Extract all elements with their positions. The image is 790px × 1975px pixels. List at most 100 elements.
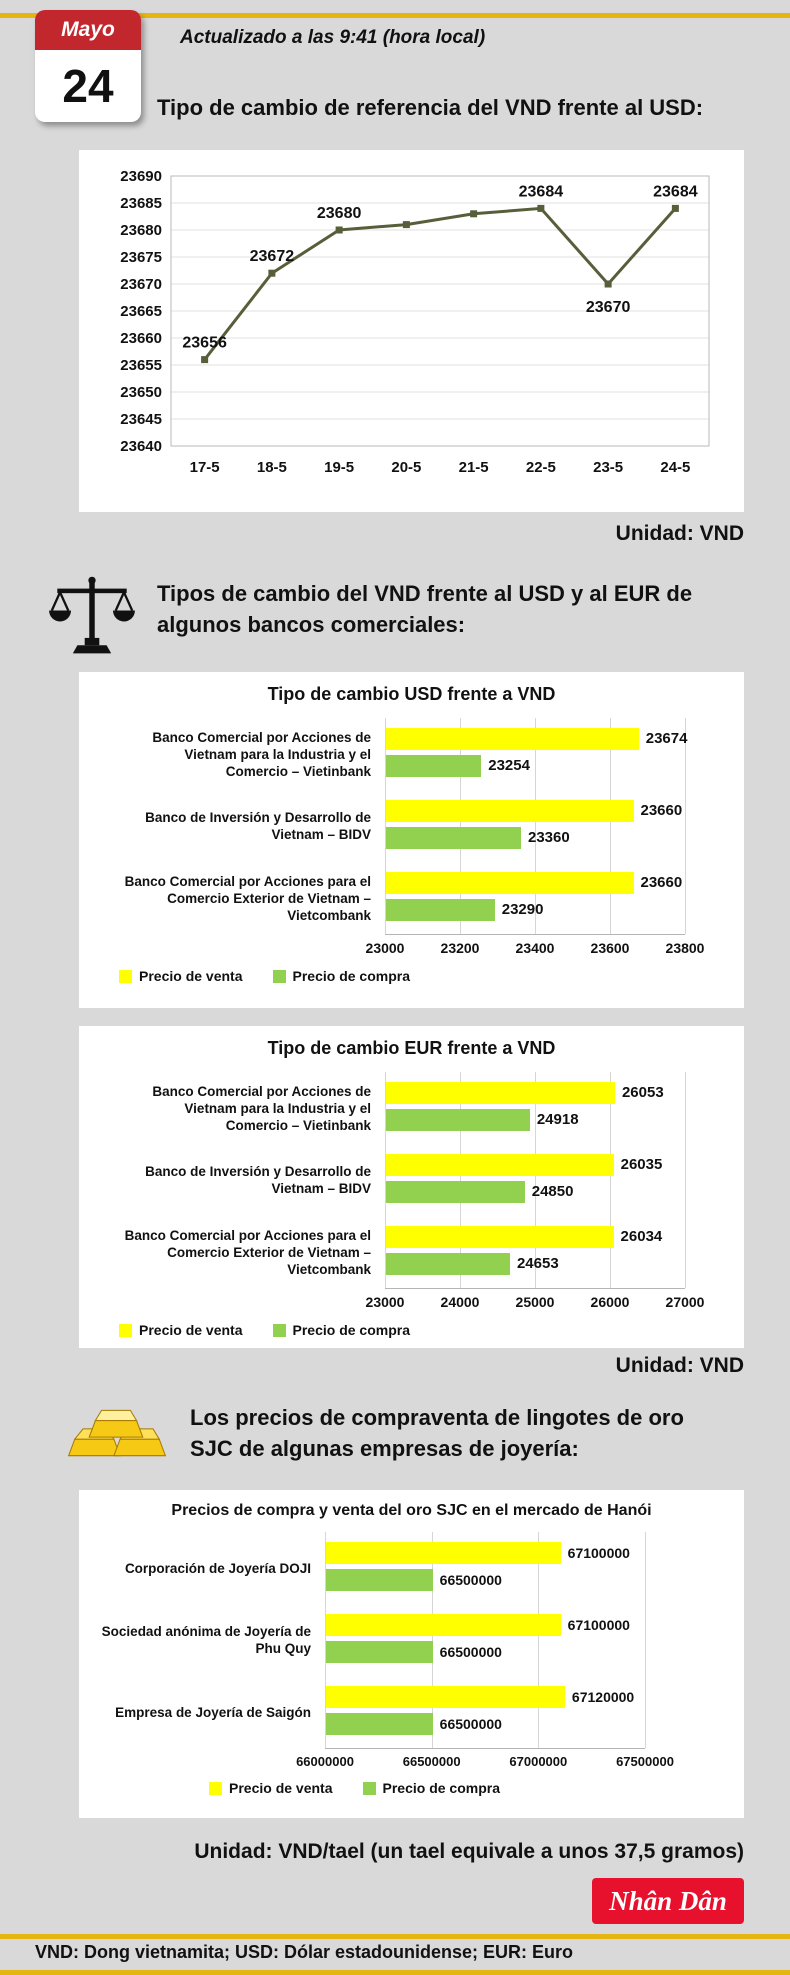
y-tick-label: 23665 xyxy=(120,303,162,320)
unit-label-gold: Unidad: VND/tael (un tael equivale a uno… xyxy=(194,1840,744,1863)
y-tick-label: 23680 xyxy=(120,222,162,239)
x-tick-label: 17-5 xyxy=(190,459,220,476)
legend-swatch xyxy=(272,1323,286,1337)
y-tick-label: 23655 xyxy=(120,357,162,374)
x-tick-label: 21-5 xyxy=(459,459,489,476)
bar-value-label: 26053 xyxy=(621,1084,664,1101)
legend-item: Precio de compra xyxy=(272,968,410,984)
legend-item: Precio de venta xyxy=(119,968,243,984)
gridline xyxy=(325,1532,326,1748)
bar-value-label: 23290 xyxy=(501,901,544,918)
bar-venta xyxy=(326,1686,565,1708)
legend-item: Precio de venta xyxy=(209,1780,333,1796)
x-tick-label: 23600 xyxy=(590,940,630,956)
point-label: 23656 xyxy=(182,335,227,352)
legend: Precio de venta Precio de compra xyxy=(119,968,410,984)
footer-accent-line xyxy=(0,1934,790,1939)
point-marker xyxy=(671,204,679,212)
category-label: Banco Comercial por Acciones para el Com… xyxy=(124,1227,371,1277)
legend-swatch xyxy=(119,1323,132,1337)
bar-venta xyxy=(386,1154,614,1176)
bar-compra xyxy=(386,827,521,849)
bar-compra xyxy=(386,1181,525,1203)
point-marker xyxy=(604,280,612,288)
calendar-icon: Mayo 24 xyxy=(35,10,141,122)
bar-venta xyxy=(386,872,634,894)
x-tick-label: 66000000 xyxy=(296,1754,354,1769)
bar-venta xyxy=(386,800,634,822)
gridline xyxy=(431,1532,433,1748)
gridline xyxy=(385,1072,386,1288)
bar-value-label: 24850 xyxy=(531,1183,574,1200)
x-tick-label: 24000 xyxy=(440,1294,480,1310)
bar-value-label: 66500000 xyxy=(439,1572,502,1588)
bar-venta xyxy=(326,1542,561,1564)
gridline xyxy=(535,718,536,934)
bar-value-label: 24653 xyxy=(516,1255,559,1272)
plot-border xyxy=(170,175,710,447)
category-label: Banco de Inversión y Desarrollo de Vietn… xyxy=(145,810,371,842)
bar-venta xyxy=(326,1614,561,1636)
legend-label: Precio de venta xyxy=(229,1780,333,1796)
x-axis-line xyxy=(325,1748,645,1749)
gridline xyxy=(685,1072,686,1288)
gridline xyxy=(685,718,686,934)
gridline xyxy=(610,718,611,934)
chart-title: Tipo de cambio EUR frente a VND xyxy=(267,1038,556,1058)
unit-label-2: Unidad: VND xyxy=(615,1354,744,1377)
x-tick-label: 27000 xyxy=(665,1294,705,1310)
category-label: Banco Comercial por Acciones de Vietnam … xyxy=(152,729,371,779)
usd-bank-chart: Tipo de cambio USD frente a VND 23000 2320… xyxy=(79,672,744,1008)
x-tick-label: 24-5 xyxy=(660,459,690,476)
point-label: 23670 xyxy=(586,299,631,316)
x-tick-label: 67000000 xyxy=(509,1754,568,1769)
x-axis-line xyxy=(385,1288,685,1289)
point-label: 23680 xyxy=(317,205,362,222)
category-label: Sociedad anónima de Joyería de Phu Quy xyxy=(101,1624,311,1656)
y-tick-label: 23675 xyxy=(120,249,162,266)
x-tick-label: 23400 xyxy=(515,940,555,956)
category-label: Empresa de Joyería de Saigón xyxy=(115,1704,311,1720)
legend: Precio de venta Precio de compra xyxy=(119,1322,410,1338)
y-tick-label: 23670 xyxy=(120,276,162,293)
gridline xyxy=(385,718,386,934)
point-marker xyxy=(268,269,276,277)
legend-label: Precio de venta xyxy=(139,1322,243,1338)
y-tick-label: 23690 xyxy=(120,168,162,185)
x-tick-label: 25000 xyxy=(515,1294,555,1310)
point-marker xyxy=(402,221,410,229)
x-tick-label: 23000 xyxy=(365,940,405,956)
bar-value-label: 67100000 xyxy=(567,1617,630,1633)
bar-compra xyxy=(326,1641,433,1663)
x-tick-label: 23000 xyxy=(365,1294,405,1310)
unit-label-1: Unidad: VND xyxy=(615,522,744,545)
legend: Precio de venta Precio de compra xyxy=(209,1780,500,1796)
legend-swatch xyxy=(119,969,132,983)
balance-scale-icon xyxy=(49,576,135,654)
x-tick-label: 23800 xyxy=(665,940,705,956)
chart-title: Tipo de cambio USD frente a VND xyxy=(267,684,556,704)
calendar-month: Mayo xyxy=(35,10,141,50)
point-marker xyxy=(470,210,478,218)
category-label: Banco de Inversión y Desarrollo de Vietn… xyxy=(145,1164,371,1196)
bar-venta xyxy=(386,1082,615,1104)
legend-label: Precio de venta xyxy=(139,968,243,984)
x-tick-label: 22-5 xyxy=(526,459,556,476)
point-label: 23672 xyxy=(250,248,295,265)
line-series xyxy=(203,206,677,361)
eur-bank-chart: Tipo de cambio EUR frente a VND 23000 2400… xyxy=(79,1026,744,1348)
updated-timestamp: Actualizado a las 9:41 (hora local) xyxy=(180,27,486,48)
calendar-day: 24 xyxy=(62,60,114,112)
bar-value-label: 26034 xyxy=(620,1228,663,1245)
bar-value-label: 23254 xyxy=(488,757,530,774)
gridline xyxy=(535,1072,536,1288)
top-accent-line xyxy=(0,13,790,18)
gridline xyxy=(460,718,461,934)
x-tick-label: 26000 xyxy=(590,1294,630,1310)
legend-swatch xyxy=(209,1781,222,1795)
bar-venta xyxy=(386,1226,614,1248)
bar-value-label: 67100000 xyxy=(567,1545,630,1561)
y-tick-label: 23645 xyxy=(120,411,162,428)
bar-value-label: 26035 xyxy=(620,1156,663,1173)
